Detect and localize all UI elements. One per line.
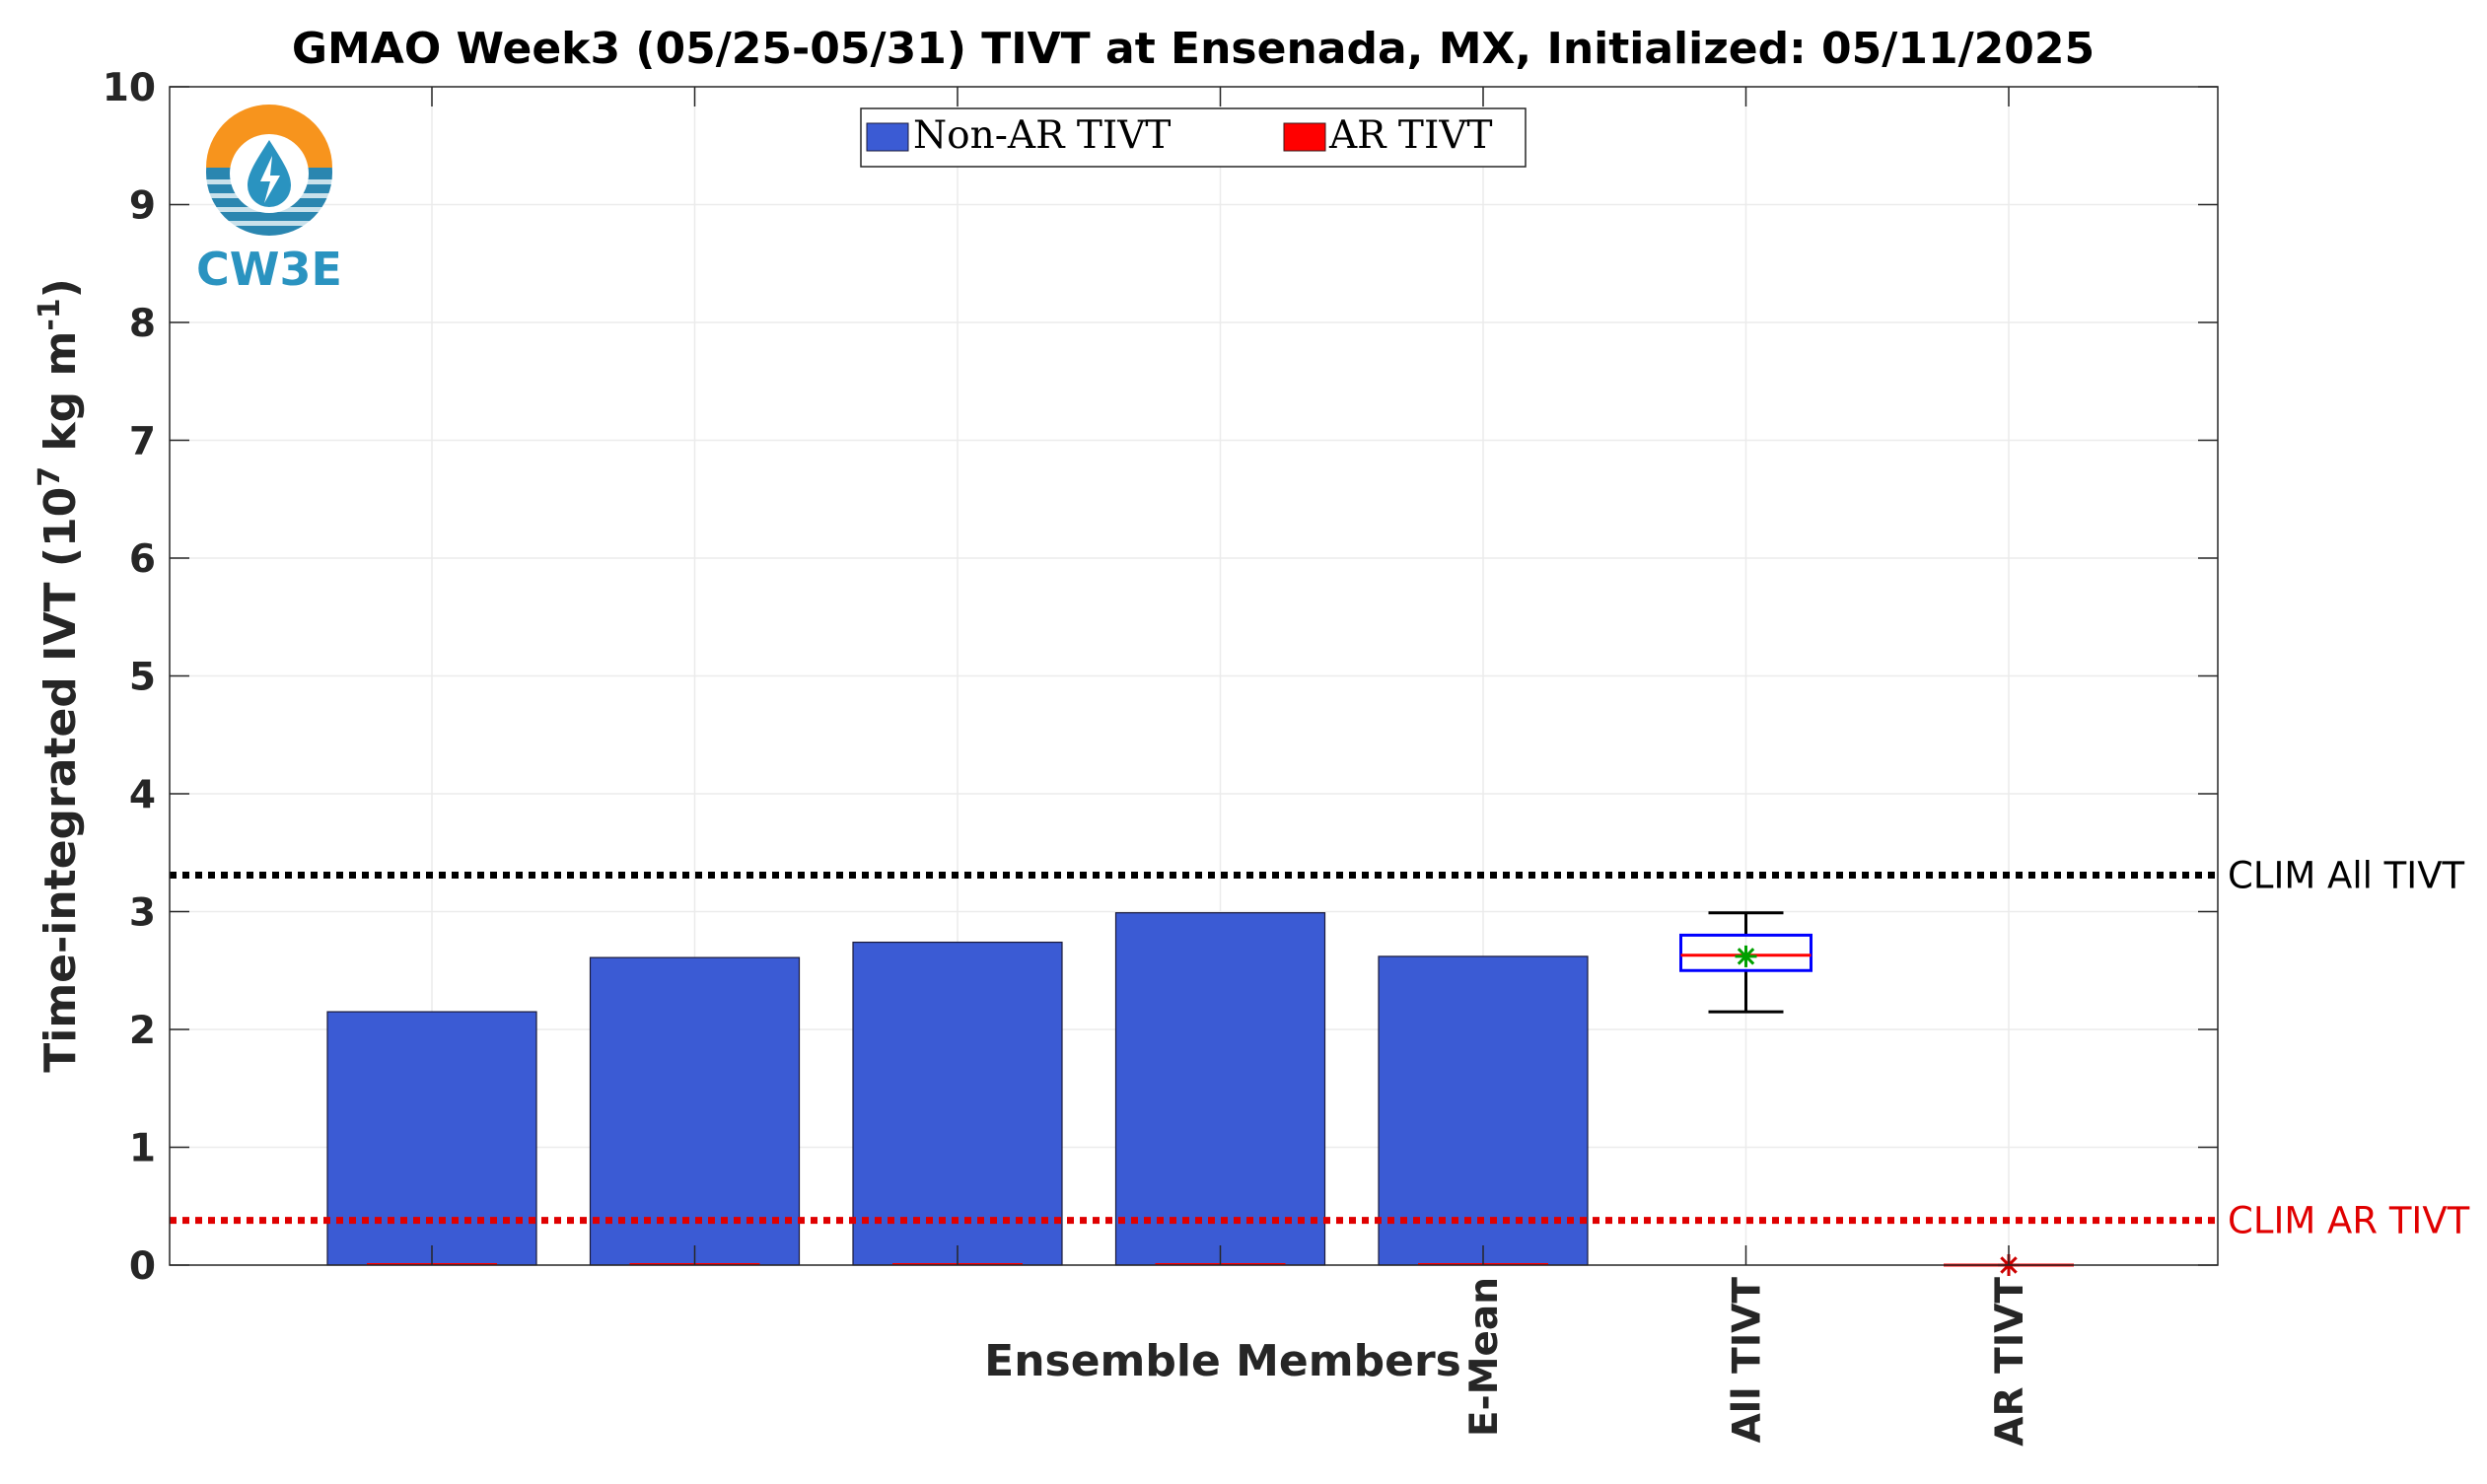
reference-line-label: CLIM AR TIVT [2228,1200,2470,1242]
logo-text: CW3E [196,243,342,296]
x-axis-title: Ensemble Members [984,1336,1461,1386]
y-tick-label: 8 [129,302,156,346]
y-tick-label: 10 [103,66,156,110]
legend-swatch-ar [1283,122,1326,152]
y-tick-label: 5 [129,656,156,700]
x-tick-label: AR TIVT [1988,1277,2032,1447]
bar-non-ar [852,941,1063,1266]
x-axis: E-Mean All TIVT AR TIVT [431,87,2032,1447]
y-axis: 0 1 2 3 4 5 6 7 8 9 10 [103,66,2218,1289]
legend-box [860,107,1527,168]
reference-line-label: CLIM All TIVT [2228,854,2465,896]
y-tick-label: 9 [129,184,156,229]
legend-swatch-non-ar [866,122,909,152]
x-tick-label: E-Mean [1462,1277,1507,1437]
y-axis-title: Time-integrated IVT (107 kg m-1) [33,278,86,1073]
box-mean-marker [1735,945,1757,967]
legend-label-non-ar: Non-AR TIVT [913,113,1171,158]
y-tick-label: 4 [129,773,156,817]
legend-label-ar: AR TIVT [1328,113,1493,158]
x-tick-label: All TIVT [1726,1277,1770,1444]
y-tick-label: 0 [129,1244,156,1289]
reference-lines: CLIM All TIVT CLIM AR TIVT [170,854,2470,1242]
bar-non-ar [326,1011,537,1266]
bar-non-ar [1114,912,1326,1266]
y-tick-label: 1 [129,1127,156,1171]
cw3e-logo: CW3E [196,105,342,296]
chart-title: GMAO Week3 (05/25-05/31) TIVT at Ensenad… [292,24,2095,74]
lightning-icon [260,156,280,203]
bar-non-ar [1378,955,1589,1266]
bar-non-ar [589,956,801,1266]
y-tick-label: 6 [129,537,156,582]
bars [326,912,1589,1266]
mean-asterisk-stroke [1737,948,1755,965]
y-tick-label: 2 [129,1009,156,1053]
legend: Non-AR TIVT AR TIVT [860,107,1527,168]
box [1679,933,1812,972]
y-tick-label: 7 [129,420,156,464]
y-tick-label: 3 [129,891,156,936]
